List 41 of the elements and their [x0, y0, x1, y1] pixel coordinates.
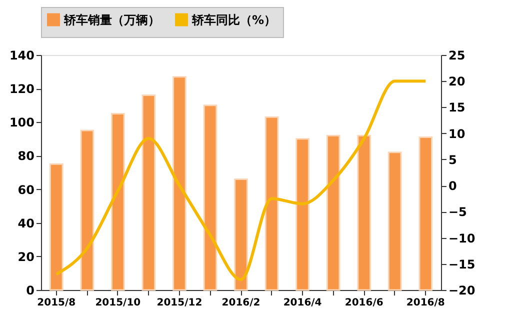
line-series	[54, 80, 428, 282]
y-tick-label: 60	[18, 182, 34, 197]
y2-tick-label: 15	[448, 100, 466, 115]
y2-tick-label: 20	[448, 74, 466, 89]
y-tick-label: 120	[9, 82, 34, 96]
bar	[326, 134, 340, 291]
y2-tick-label: −20	[448, 284, 476, 298]
bar	[234, 178, 248, 291]
x-tick-label: 2016/8	[406, 298, 445, 308]
bar	[264, 116, 279, 291]
bar	[111, 113, 125, 291]
x-tick-label: 2016/4	[283, 298, 322, 308]
legend-label: 轿车同比（%）	[191, 12, 276, 27]
x-tick-label: 2015/10	[95, 298, 141, 308]
x-tick-label: 2015/12	[156, 298, 202, 308]
bar	[80, 130, 94, 291]
y2-tick-label: −15	[448, 257, 476, 272]
y2-tick-label: 0	[448, 179, 457, 194]
bar	[49, 163, 64, 291]
y2-tick-label: −5	[448, 205, 467, 220]
x-tick-label: 2016/2	[222, 298, 260, 308]
bar	[142, 94, 156, 291]
y-tick-label: 0	[26, 284, 34, 298]
y-tick-label: 140	[9, 48, 34, 62]
bar	[203, 104, 218, 291]
bar	[172, 76, 186, 291]
y-tick-label: 40	[18, 216, 34, 230]
x-tick-label: 2016/6	[344, 298, 384, 308]
bar	[418, 136, 433, 291]
y2-tick-label: 10	[448, 126, 466, 141]
y-tick-label: 80	[18, 149, 34, 164]
legend-label: 轿车销量（万辆）	[63, 12, 160, 27]
bar	[357, 134, 371, 291]
x-tick-label: 2015/8	[37, 298, 76, 308]
y2-tick-label: −10	[448, 231, 476, 246]
bar	[388, 152, 402, 291]
bar	[296, 138, 310, 291]
y-tick-label: 20	[18, 250, 34, 264]
y2-tick-label: 25	[448, 48, 466, 62]
y2-tick-label: 5	[448, 152, 457, 167]
y-tick-label: 100	[9, 116, 34, 130]
